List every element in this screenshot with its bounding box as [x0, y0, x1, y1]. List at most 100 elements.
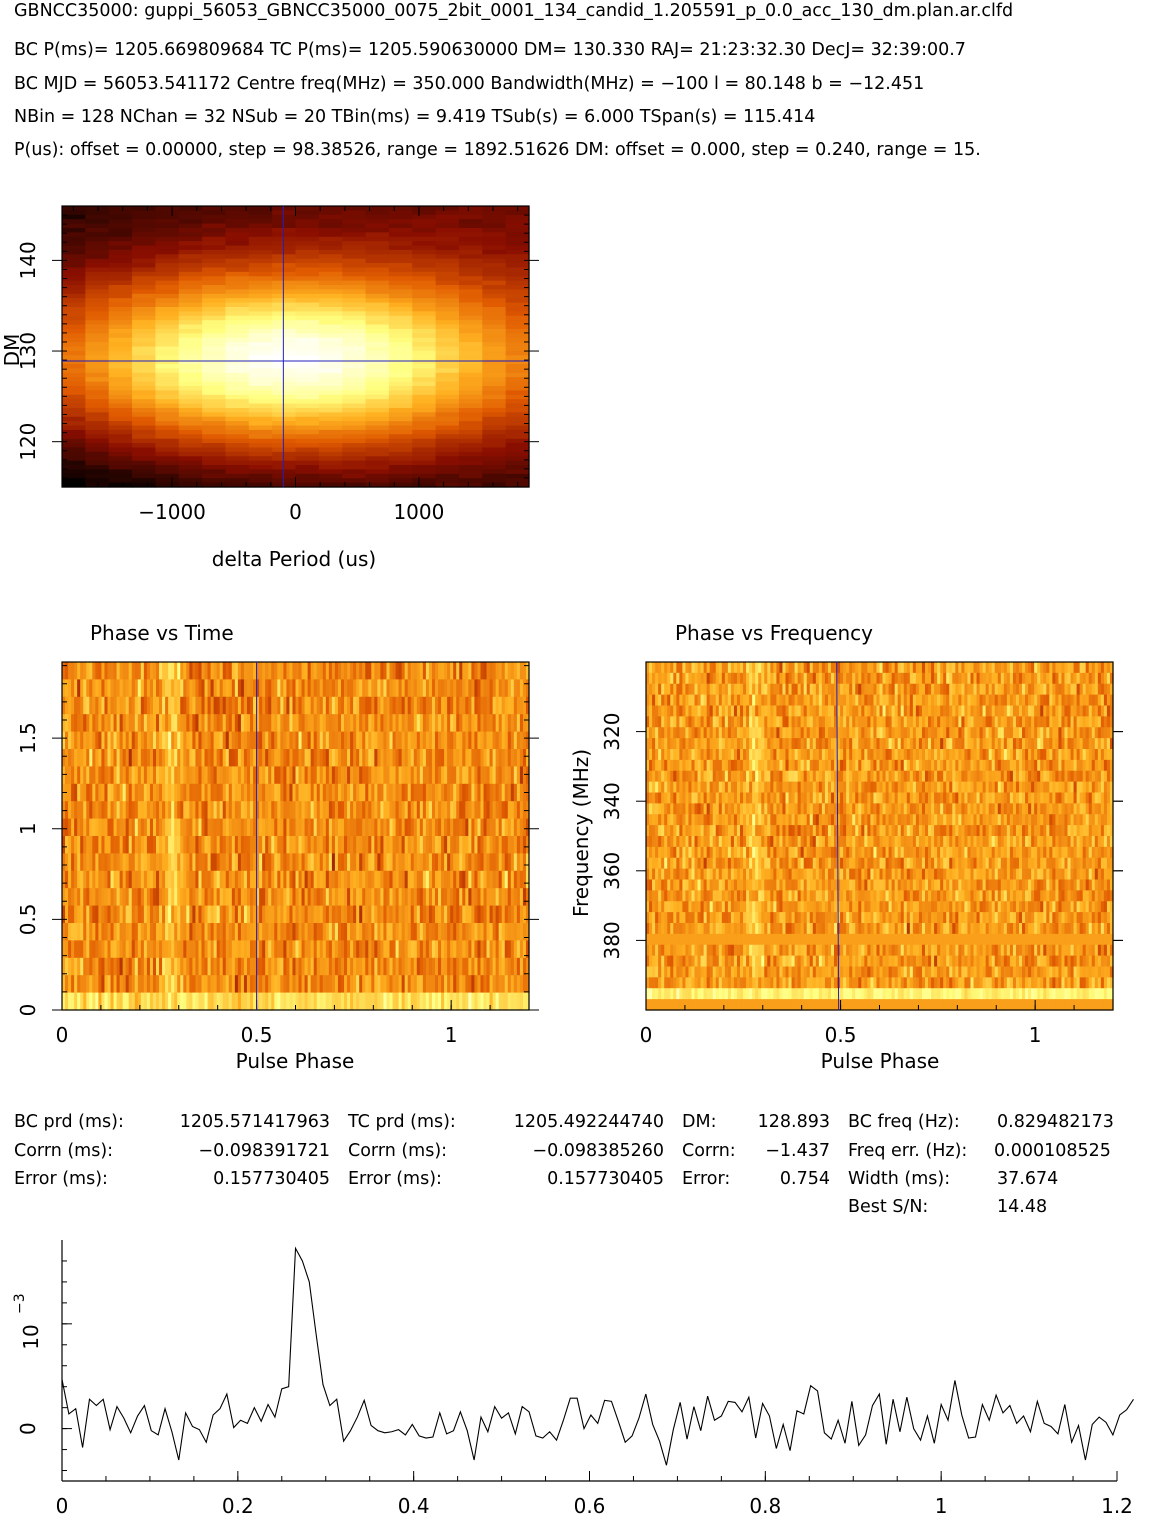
phase-time-cell: [462, 870, 466, 889]
phase-time-cell: [386, 662, 391, 680]
dm-period-cell: [295, 223, 320, 229]
phase-time-cell: [292, 801, 297, 820]
phase-time-cell: [95, 940, 99, 959]
phase-time-cell: [404, 975, 409, 994]
phase-time-cell: [395, 714, 400, 733]
phase-time-cell: [107, 923, 112, 941]
phase-time-cell: [340, 870, 345, 889]
phase-time-cell: [416, 766, 421, 785]
phase-time-cell: [168, 870, 172, 889]
phase-time-cell: [513, 992, 518, 1011]
phase-time-cell: [101, 888, 106, 907]
phase-time-cell: [183, 836, 187, 854]
phase-time-cell: [401, 696, 406, 715]
phase-time-cell: [347, 836, 351, 854]
dm-period-cell: [318, 381, 343, 387]
phase-time-cell: [313, 714, 318, 733]
phase-time-cell: [525, 836, 530, 854]
dm-period-cell: [108, 311, 133, 317]
dm-period-cell: [178, 285, 203, 291]
phase-time-cell: [456, 679, 460, 698]
phase-frequency-cell: [676, 672, 680, 685]
phase-time-cell: [171, 836, 175, 854]
phase-time-cell: [110, 801, 115, 820]
phase-time-cell: [350, 836, 354, 854]
phase-frequency-cell: [715, 672, 720, 685]
phase-time-cell: [316, 679, 321, 698]
phase-time-cell: [416, 957, 421, 976]
phase-time-cell: [428, 783, 433, 802]
phase-frequency-cell: [876, 662, 881, 674]
phase-time-cell: [410, 888, 415, 907]
header-search-line: P(us): offset = 0.00000, step = 98.38526…: [14, 140, 981, 160]
phase-time-cell: [419, 870, 424, 889]
phase-time-cell: [504, 957, 509, 976]
dm-period-cell: [202, 263, 227, 269]
phase-time-cell: [501, 749, 506, 767]
phase-frequency-heatmap: [646, 662, 1114, 1011]
dm-period-cell: [155, 394, 180, 400]
phase-time-cell: [125, 923, 130, 941]
dm-period-cell: [108, 473, 133, 479]
dm-period-cell: [435, 368, 460, 374]
phase-time-cell: [283, 888, 288, 907]
phase-time-cell: [337, 836, 342, 854]
phase-time-cell: [289, 749, 294, 767]
phase-time-cell: [462, 766, 466, 785]
dm-period-cell: [248, 364, 273, 370]
dm-period-cell: [318, 372, 343, 378]
phase-time-cell: [353, 940, 357, 959]
dm-period-cell: [132, 285, 156, 291]
dm-period-cell: [155, 249, 180, 255]
phase-time-cell: [444, 818, 448, 837]
phase-time-cell: [134, 749, 139, 767]
phase-time-cell: [519, 905, 524, 924]
phase-frequency-cell: [652, 672, 656, 685]
phase-frequency-cell: [849, 683, 853, 696]
phase-time-cell: [246, 923, 251, 941]
dm-period-cell: [505, 293, 530, 299]
phase-time-cell: [250, 818, 254, 837]
dm-period-cell: [155, 298, 180, 304]
dm-period-cell: [295, 280, 320, 286]
phase-time-cell: [195, 905, 200, 924]
dm-period-cell: [178, 359, 203, 365]
phase-time-cell: [331, 801, 336, 820]
phase-time-cell: [165, 801, 169, 820]
phase-time-cell: [289, 870, 294, 889]
phase-frequency-cell: [1025, 672, 1029, 685]
phase-time-cell: [216, 923, 221, 941]
phase-time-cell: [119, 888, 124, 907]
dm-period-cell: [132, 206, 156, 211]
dm-period-cell: [155, 258, 180, 264]
phase-time-cell: [377, 957, 382, 976]
dm-period-cell: [202, 425, 227, 431]
phase-time-cell: [168, 975, 172, 994]
phase-time-cell: [519, 696, 524, 715]
phase-time-cell: [459, 923, 463, 941]
phase-time-cell: [262, 905, 266, 924]
phase-frequency-cell: [752, 662, 756, 674]
phase-time-cell: [477, 818, 482, 837]
phase-time-cell: [510, 766, 515, 785]
dm-period-cell: [458, 206, 483, 211]
phase-time-cell: [353, 766, 357, 785]
dm-period-cell: [505, 219, 530, 225]
dm-period-cell: [108, 412, 133, 418]
dm-period-cell: [108, 267, 133, 273]
dm-period-cell: [458, 328, 483, 334]
phase-frequency-cell: [688, 683, 693, 696]
dm-period-cell: [435, 258, 460, 264]
dm-period-cell: [248, 223, 273, 229]
dm-period-cell: [225, 394, 250, 400]
phase-frequency-cell: [1097, 662, 1102, 674]
phase-frequency-cell: [885, 662, 890, 674]
dm-period-cell: [295, 456, 320, 462]
phase-time-cell: [425, 957, 430, 976]
phase-frequency-cell: [991, 672, 996, 685]
phase-time-cell: [186, 818, 190, 837]
phase-time-cell: [489, 766, 494, 785]
phase-time-cell: [337, 679, 342, 698]
phase-time-cell: [74, 766, 78, 785]
dm-period-cell: [272, 429, 297, 435]
